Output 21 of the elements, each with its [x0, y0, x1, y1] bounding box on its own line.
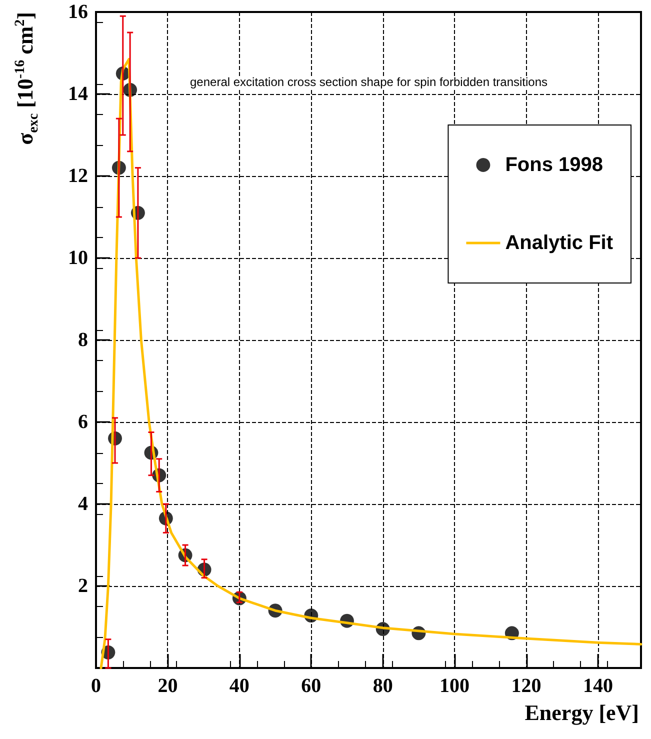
annotation: general excitation cross section shape for spin forbidden transitions: [190, 75, 548, 89]
x-tick-label: 20: [158, 675, 178, 697]
y-tick-label: 10: [68, 247, 88, 269]
x-tick-label: 60: [301, 675, 322, 697]
x-tick-label: 140: [582, 675, 613, 697]
y-tick-label: 4: [78, 493, 88, 515]
x-tick-label: 100: [440, 675, 470, 697]
x-tick-label: 40: [229, 675, 250, 697]
legend-label: Analytic Fit: [505, 232, 614, 254]
x-axis-title: Energy [eV]: [524, 700, 639, 726]
y-tick-label: 2: [78, 575, 88, 597]
x-tick-label: 120: [511, 675, 542, 697]
x-tick-label: 0: [91, 675, 101, 697]
y-tick-label: 8: [78, 329, 88, 351]
y-tick-label: 12: [68, 165, 88, 187]
legend-label: Fons 1998: [505, 154, 604, 176]
y-tick-label: 14: [68, 83, 88, 105]
y-tick-label: 6: [78, 411, 88, 433]
y-tick-label: 16: [68, 1, 88, 23]
line-series: [100, 58, 642, 670]
x-tick-label: 80: [372, 675, 393, 697]
